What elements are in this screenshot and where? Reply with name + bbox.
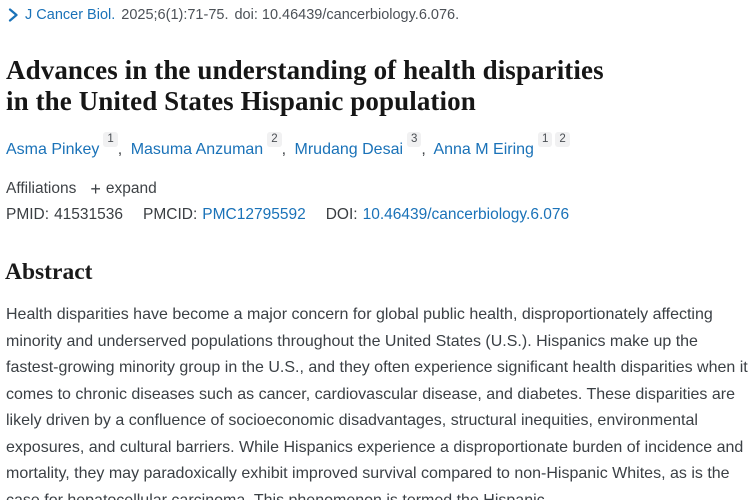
article-title: Advances in the understanding of health … [6,55,604,117]
author: Anna M Eiring1 2 [433,132,570,159]
affiliation-superscript[interactable]: 1 [537,132,553,147]
author: Asma Pinkey1, [6,132,131,159]
abstract-paragraph: Health disparities have become a major c… [6,306,748,500]
affiliations-row: Affiliations + expand [6,180,157,198]
pmid-value: 41531536 [54,206,124,223]
author-separator: , [421,141,426,159]
chevron-right-icon[interactable] [8,8,19,22]
abstract-heading: Abstract [5,259,93,285]
pmcid-link[interactable]: PMC12795592 [202,206,306,223]
author-link[interactable]: Anna M Eiring [433,141,534,159]
pmcid-group: PMCID: PMC12795592 [143,206,306,224]
author-link[interactable]: Masuma Anzuman [130,141,264,159]
affiliations-label: Affiliations [6,180,77,197]
affiliation-superscript[interactable]: 2 [267,132,282,147]
identifiers-row: PMID: 41531536 PMCID: PMC12795592 DOI: 10.4… [6,206,569,224]
pmcid-label: PMCID: [143,206,198,223]
pmid-label: PMID: [6,206,50,223]
pmid-group: PMID: 41531536 [6,206,123,224]
authors-list: Asma Pinkey1, Masuma Anzuman2, Mrudang D… [6,132,570,159]
affiliation-superscript[interactable]: 3 [407,132,422,147]
citation-details: 2025;6(1):71-75. [121,7,229,23]
author-separator: , [117,141,123,159]
doi-label: DOI: [325,206,358,223]
author: Mrudang Desai3, [294,132,434,159]
article-title-line-1: Advances in the understanding of health … [6,55,604,85]
doi-link[interactable]: 10.46439/cancerbiology.6.076 [362,206,570,223]
author-link[interactable]: Asma Pinkey [6,141,100,159]
expand-affiliations-button[interactable]: + expand [90,180,156,198]
expand-label: expand [105,180,157,197]
author-link[interactable]: Mrudang Desai [294,141,404,159]
doi-group: DOI: 10.46439/cancerbiology.6.076 [326,206,569,224]
author-separator: , [281,141,287,159]
journal-link[interactable]: J Cancer Biol. [25,7,116,23]
article-title-line-2: in the United States Hispanic population [6,86,476,116]
affiliation-superscript[interactable]: 2 [555,132,570,147]
author: Masuma Anzuman2, [130,132,295,159]
journal-citation: J Cancer Biol. 2025;6(1):71-75. doi: 10.… [8,7,459,23]
affiliation-superscript[interactable]: 1 [103,132,118,147]
citation-doi: doi: 10.46439/cancerbiology.6.076. [234,7,460,23]
plus-icon: + [90,179,101,199]
